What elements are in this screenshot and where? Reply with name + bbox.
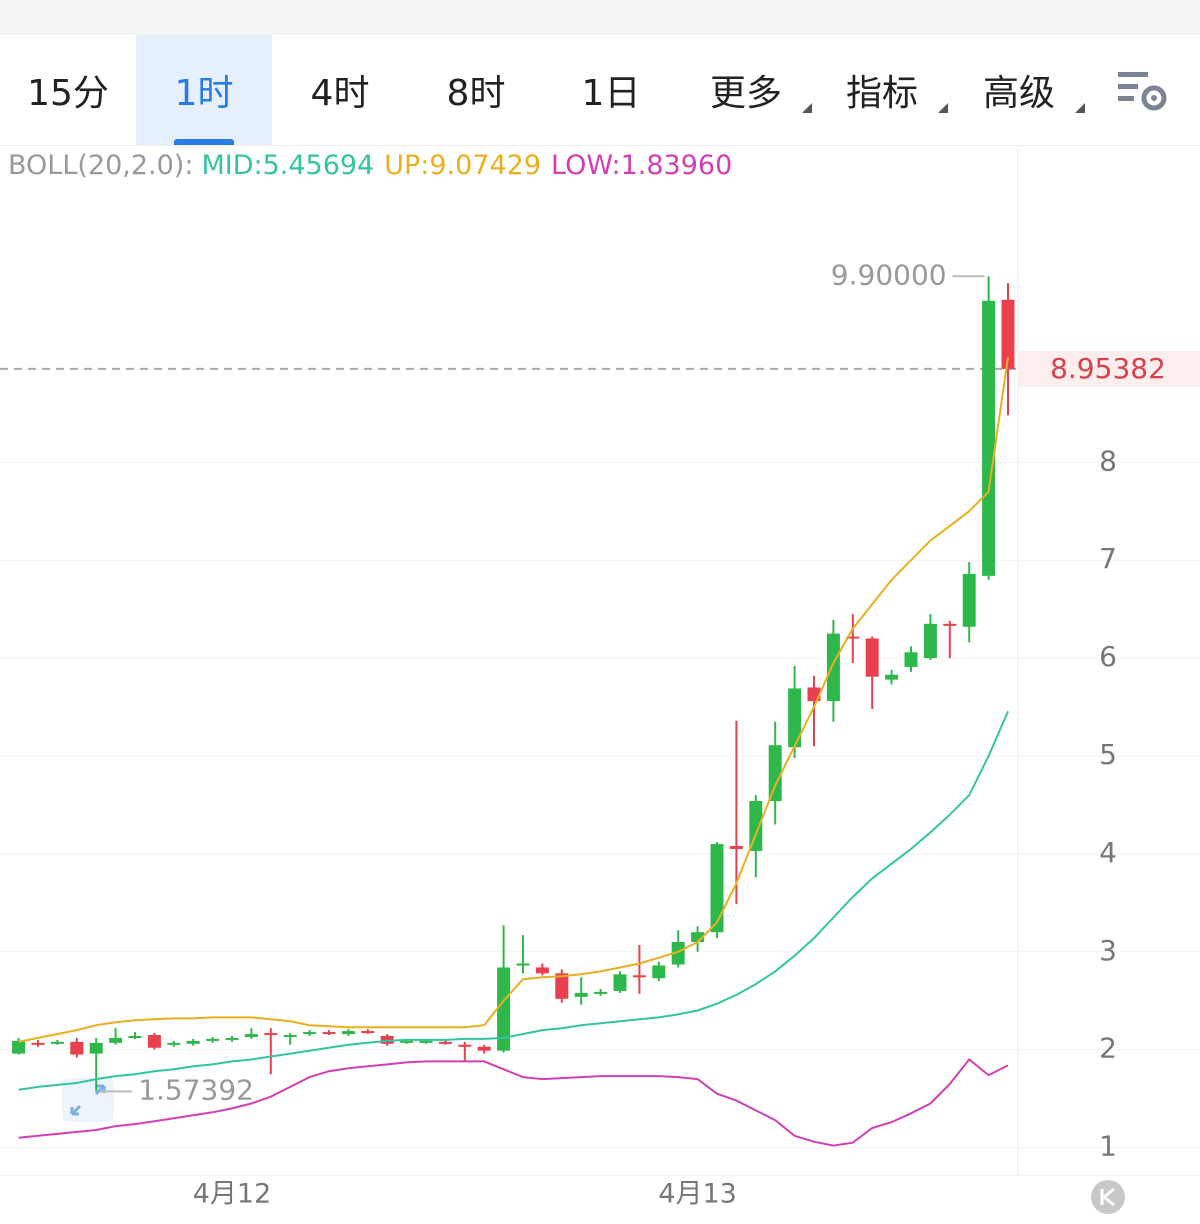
low-marker-label: 1.57392 (138, 1073, 254, 1106)
period-tab[interactable]: 更多 (678, 35, 814, 145)
high-marker-label: 9.90000 (831, 258, 947, 291)
period-tab[interactable]: 高级 (951, 35, 1087, 145)
candle-body (225, 1037, 239, 1040)
candle-body (283, 1035, 297, 1038)
candle-body (516, 963, 530, 966)
y-tick-label: 8 (1099, 444, 1117, 477)
candle-body (710, 844, 724, 933)
candle-body (788, 688, 802, 748)
y-tick-label: 7 (1099, 542, 1117, 575)
candle-body (594, 991, 608, 994)
candle-body (1001, 299, 1015, 369)
candle-body (458, 1044, 472, 1047)
period-tab[interactable]: 4时 (310, 73, 370, 114)
candle-body (555, 973, 569, 999)
candle-body (846, 636, 860, 639)
candle-body (632, 975, 646, 978)
candle-body (167, 1042, 181, 1045)
y-tick-label: 2 (1099, 1032, 1117, 1065)
x-tick-label: 4月12 (193, 1179, 272, 1210)
candle-body (419, 1040, 433, 1043)
candle-body (652, 965, 666, 979)
period-tab[interactable]: 8时 (446, 73, 506, 114)
candle-body (50, 1041, 64, 1044)
period-tab[interactable]: 15分 (27, 73, 109, 114)
candle-body (904, 652, 918, 667)
status-strip (0, 0, 1200, 35)
legend-item: UP:9.07429 (384, 150, 541, 181)
candle-body (865, 638, 879, 677)
candle-body (497, 967, 511, 1051)
k-button[interactable] (1091, 1180, 1125, 1214)
candle-body (982, 300, 996, 576)
candle-body (691, 932, 705, 943)
candle-body (264, 1033, 278, 1036)
last-price-label: 8.95382 (1050, 352, 1166, 385)
candle-body (923, 623, 937, 659)
candle-body (943, 623, 957, 626)
y-tick-label: 6 (1099, 640, 1117, 673)
legend-item: MID:5.45694 (201, 150, 374, 181)
candle-body (109, 1037, 123, 1043)
settings-icon[interactable] (1118, 72, 1167, 111)
indicator-legend: BOLL(20,2.0): MID:5.45694 UP:9.07429 LOW:1.… (8, 150, 732, 181)
candle-body (826, 633, 840, 702)
candle-body (361, 1031, 375, 1034)
y-tick-label: 4 (1099, 836, 1117, 869)
candle-body (438, 1041, 452, 1044)
boll-line (18, 1058, 1009, 1147)
period-tab[interactable]: 指标 (814, 35, 950, 145)
candle-body (671, 942, 685, 965)
y-tick-label: 5 (1099, 738, 1117, 771)
legend-item: LOW:1.83960 (551, 150, 732, 181)
candle-body (206, 1038, 220, 1041)
candle-body (749, 801, 763, 851)
last-price-bg (1018, 350, 1200, 387)
candle-body (574, 992, 588, 997)
candle-body (885, 674, 899, 680)
candle-body (147, 1035, 161, 1048)
candle-body (244, 1034, 258, 1037)
period-tabs: 15分 1时 4时 8时 1日 更多 指标 高级 (0, 35, 1200, 146)
boll-line (18, 356, 1009, 1043)
candle-body (89, 1042, 103, 1054)
candle-body (400, 1040, 414, 1043)
y-tick-label: 3 (1099, 934, 1117, 967)
candle-body (341, 1031, 355, 1035)
candle-body (303, 1032, 317, 1035)
candle-body (613, 974, 627, 991)
period-tab[interactable]: 1日 (581, 73, 641, 114)
candle-body (70, 1041, 84, 1055)
zoom-icon[interactable] (62, 1078, 114, 1122)
candle-body (962, 573, 976, 627)
candle-body (322, 1032, 336, 1035)
y-tick-label: 1 (1099, 1130, 1117, 1163)
candle-body (477, 1046, 491, 1051)
candle-body (128, 1035, 142, 1038)
period-tab[interactable]: 1时 (136, 35, 272, 145)
x-tick-label: 4月13 (658, 1179, 737, 1210)
legend-item: BOLL(20,2.0): (8, 150, 193, 181)
candle-body (768, 745, 782, 802)
candle-body (729, 846, 743, 849)
boll-line (18, 710, 1009, 1091)
candle-body (31, 1042, 45, 1045)
candle-body (535, 967, 549, 974)
candle-body (12, 1040, 26, 1054)
candle-body (186, 1040, 200, 1044)
